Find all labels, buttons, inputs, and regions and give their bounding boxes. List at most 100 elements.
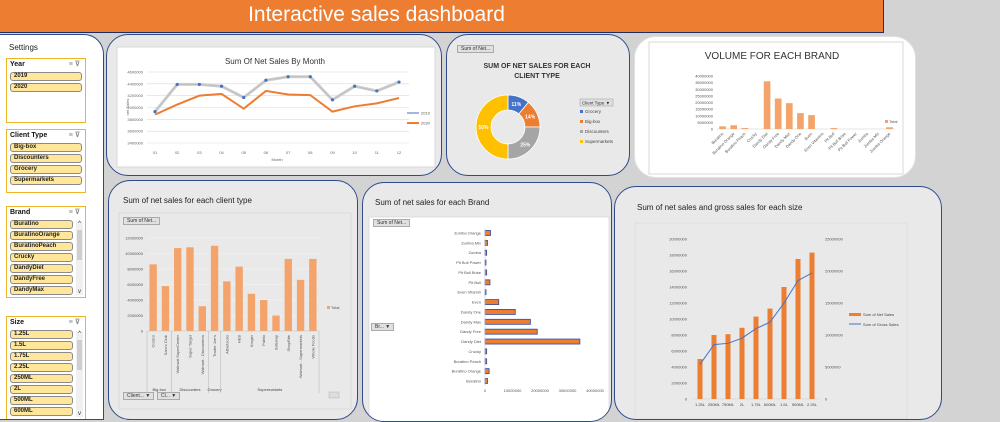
- x-tick-label: 2L: [740, 402, 745, 407]
- x-tick-label: 09: [330, 150, 335, 155]
- slicer-item[interactable]: Big-box: [10, 143, 82, 152]
- bar: [484, 368, 490, 375]
- slicer-item[interactable]: Buratino: [10, 220, 73, 229]
- multiselect-icon[interactable]: ≡: [68, 319, 75, 326]
- slicer-item[interactable]: 2019: [10, 72, 82, 81]
- y-tick-label: 25000000: [695, 93, 714, 98]
- x-tick-label: Costco: [151, 334, 156, 347]
- bar-even: [808, 115, 815, 129]
- legend-label: 2020: [421, 121, 431, 126]
- slicer-scrollbar[interactable]: ^ v: [76, 331, 83, 417]
- bar: [484, 318, 531, 325]
- slicer-item[interactable]: Supermarkets: [10, 176, 82, 185]
- data-point-2019: [375, 89, 379, 93]
- slicer-item[interactable]: 2020: [10, 83, 82, 92]
- bar: [223, 281, 231, 331]
- slicer-size: Size ≡⊽ 1.25L 1.5L 1.75L 2.25L 250ML 2L 500ML 600…: [6, 316, 86, 419]
- slicer-item[interactable]: BuratinoOrange: [10, 231, 73, 240]
- bar: [247, 293, 256, 331]
- series-line-gross-sales: [699, 272, 813, 365]
- slicer-item[interactable]: Discounters: [10, 154, 82, 163]
- size-combo-panel: Sum of net sales and gross sales for eac…: [614, 186, 942, 420]
- legend-swatch: [885, 120, 888, 123]
- brand-field-button[interactable]: Br... ▼: [371, 323, 395, 331]
- y-tick-label: Zumba Orange: [454, 231, 482, 236]
- cl-field-button[interactable]: Cl... ▼: [157, 392, 181, 400]
- scroll-down-icon[interactable]: v: [78, 289, 81, 295]
- legend-label: Total: [331, 305, 340, 310]
- x-tick-label: 11: [375, 150, 380, 155]
- y-tick-label: 6000000: [127, 282, 143, 287]
- slicer-item[interactable]: BuratinoPeach: [10, 242, 73, 251]
- slicer-item[interactable]: DandyFree: [10, 275, 73, 284]
- x-tick-label: Walmart - Supermarkets: [298, 335, 303, 378]
- bar-buratino: [719, 126, 726, 129]
- bar: [272, 315, 280, 331]
- multiselect-icon[interactable]: ≡: [68, 132, 75, 139]
- scroll-thumb[interactable]: [77, 230, 82, 260]
- scroll-down-icon[interactable]: v: [78, 411, 81, 417]
- bar-net-sales: [697, 359, 703, 399]
- multiselect-icon[interactable]: ≡: [68, 61, 75, 68]
- clear-filter-icon[interactable]: ⊽: [74, 132, 82, 139]
- slicer-item[interactable]: 600ML: [10, 407, 73, 416]
- y-tick-label: 35000000: [695, 80, 714, 85]
- y-tick-label: 2000000: [127, 313, 143, 318]
- y-left-tick-label: 10000000: [669, 317, 688, 322]
- x-tick-label: 06: [264, 150, 269, 155]
- data-point-2019: [308, 75, 312, 79]
- slicer-item[interactable]: Crucky: [10, 253, 73, 262]
- slicer-item[interactable]: 250ML: [10, 374, 73, 383]
- chart-title: Sum Of Net Sales By Month: [225, 57, 325, 66]
- slicer-item[interactable]: 500ML: [10, 396, 73, 405]
- group-label: Discounters: [179, 387, 200, 392]
- x-tick-label: 07: [286, 150, 291, 155]
- scroll-thumb[interactable]: [77, 340, 82, 370]
- size-combo-chart: 0 2000000 4000000 6000000 8000000 10000000 120…: [634, 222, 908, 419]
- client-field-button[interactable]: Client... ▼: [123, 392, 155, 400]
- monthly-chart-panel: Sum Of Net Sales By Month 3400000 3600000 3…: [106, 34, 442, 176]
- data-point-2019: [153, 110, 157, 114]
- slicer-item[interactable]: 1.5L: [10, 341, 73, 350]
- clear-filter-icon[interactable]: ⊽: [74, 319, 82, 326]
- clear-filter-icon[interactable]: ⊽: [74, 61, 82, 68]
- slicer-scrollbar[interactable]: ^ v: [76, 221, 83, 295]
- sum-of-net-field-button[interactable]: Sum of Net...: [123, 217, 161, 225]
- dashboard-title: Interactive sales dashboard: [248, 3, 505, 26]
- slicer-item[interactable]: 1.25L: [10, 330, 73, 339]
- slicer-item[interactable]: DandyDiet: [10, 264, 73, 273]
- slicer-icons: ≡⊽: [69, 131, 82, 139]
- sum-of-net-field-button[interactable]: Sum of Net...: [373, 219, 411, 227]
- y-tick-label: 3800000: [127, 117, 143, 122]
- y-tick-label: 4000000: [127, 298, 143, 303]
- legend-swatch: [849, 313, 861, 316]
- clear-filter-icon[interactable]: ⊽: [74, 209, 82, 216]
- y-tick-label: 4600000: [127, 70, 143, 75]
- slicer-brand: Brand ≡⊽ Buratino BuratinoOrange BuratinoPea…: [6, 206, 86, 298]
- y-tick-label: 10000000: [125, 251, 144, 256]
- brand-hbar-panel: Sum of net sales for each Brand Buratino…: [362, 182, 612, 422]
- x-tick-label: Publix: [261, 335, 266, 346]
- sum-of-net-field-button[interactable]: Sum of Net...: [457, 45, 495, 53]
- x-tick-label: 0: [484, 388, 487, 393]
- x-tick-label: 1.75L: [751, 402, 762, 407]
- x-tick-label: 03: [197, 150, 202, 155]
- slicer-item[interactable]: 2L: [10, 385, 73, 394]
- y-tick-label: 20000000: [695, 100, 714, 105]
- y-right-tick-label: 20000000: [825, 269, 844, 274]
- slicer-item[interactable]: 1.75L: [10, 352, 73, 361]
- y-tick-label: 4400000: [127, 81, 143, 86]
- x-tick-label: 02: [175, 150, 180, 155]
- slicer-item[interactable]: 2.25L: [10, 363, 73, 372]
- multiselect-icon[interactable]: ≡: [68, 209, 75, 216]
- slicer-item[interactable]: Grocery: [10, 165, 82, 174]
- y-tick-label: 5000000: [697, 120, 713, 125]
- y-tick-label: Pit Bull Power: [456, 260, 482, 265]
- slicer-header: Client Type ≡⊽: [7, 130, 85, 142]
- slicer-item[interactable]: DandyMax: [10, 286, 73, 295]
- x-tick-label: 12: [397, 150, 402, 155]
- scroll-up-icon[interactable]: ^: [78, 331, 81, 337]
- scroll-up-icon[interactable]: ^: [78, 221, 81, 227]
- client-donut-chart: SUM OF NET SALES FOR EACH CLIENT TYPE 11% 1…: [475, 63, 614, 160]
- y-left-tick-label: 2000000: [671, 381, 687, 386]
